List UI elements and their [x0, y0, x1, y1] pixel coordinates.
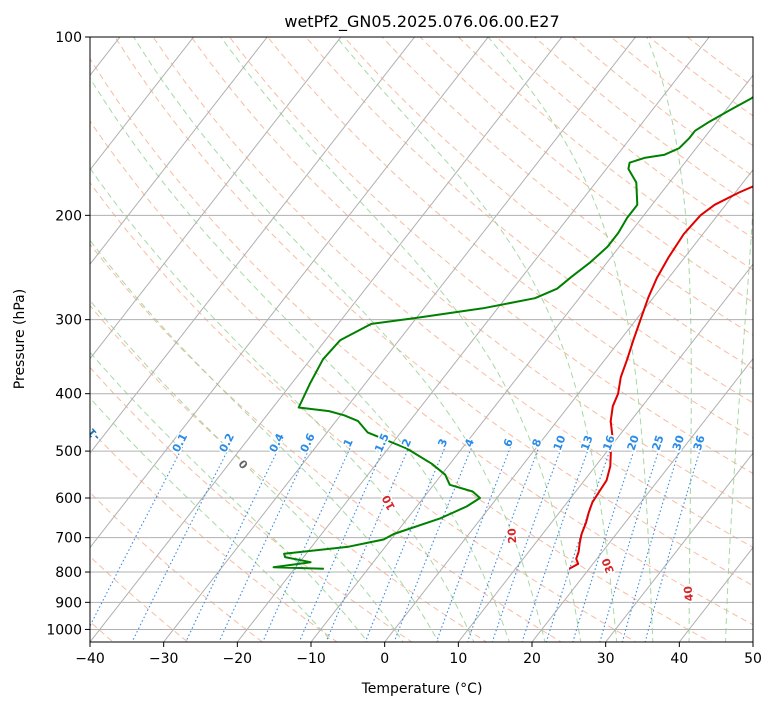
x-tick-label: 20 [523, 651, 541, 667]
y-axis-label: Pressure (hPa) [12, 289, 28, 389]
mixing-ratio-line [214, 441, 314, 654]
reference-line-labels: -100-90-80-70-60-50-40-30-20-10010203040… [0, 42, 708, 601]
moist-adiabat-label: 40 [681, 585, 696, 602]
sounding-traces [274, 37, 775, 569]
dry-adiabat-line [173, 10, 775, 654]
chart-title: wetPf2_GN05.2025.076.06.00.E27 [284, 12, 559, 32]
x-tick-label: −20 [223, 651, 253, 667]
dry-adiabat-line [98, 10, 775, 654]
plot-frame [90, 37, 753, 642]
y-tick-label: 900 [55, 595, 82, 611]
x-tick-label: −10 [296, 651, 326, 667]
y-tick-label: 200 [55, 208, 82, 224]
x-tick-label: 40 [670, 651, 688, 667]
moist-adiabats [0, 24, 759, 654]
moist-adiabat-line [59, 24, 514, 654]
y-tick-label: 300 [55, 313, 82, 329]
dry-adiabat-line [247, 10, 775, 654]
mixing-ratio-label: 16 [600, 433, 617, 452]
x-tick-label: 0 [380, 651, 389, 667]
pressure-grid [90, 215, 753, 629]
x-tick-label: −30 [149, 651, 179, 667]
x-tick-label: 10 [449, 651, 467, 667]
dry-adiabat-line [0, 10, 430, 654]
moist-adiabat-label: 20 [505, 527, 519, 543]
mixing-ratio-label: 8 [530, 437, 545, 449]
dry-adiabat-line [0, 10, 203, 654]
y-axis-ticks: 100 200 300 400 500 600 700 800 900 1000 [46, 30, 90, 638]
mixing-ratio-line [390, 441, 475, 654]
x-axis-label: Temperature (°C) [361, 681, 483, 697]
plot-area: -100-90-80-70-60-50-40-30-20-10010203040… [0, 10, 775, 654]
y-tick-label: 700 [55, 531, 82, 547]
y-tick-label: 500 [55, 444, 82, 460]
x-tick-label: −40 [75, 651, 105, 667]
isotherm-gridline [679, 10, 775, 642]
mixing-ratio-label: 13 [578, 434, 595, 453]
moist-adiabat-line [0, 24, 445, 654]
mixing-ratio-label: 25 [649, 434, 666, 453]
mixing-ratio-label: 20 [625, 433, 642, 452]
mixing-ratio-line [180, 441, 282, 654]
dry-adiabat-line [136, 10, 775, 654]
dry-adiabat-label: -20 [0, 381, 11, 405]
moist-adiabat-line [0, 24, 342, 654]
isotherm-gridline [0, 10, 215, 642]
isotherm-gridline [458, 10, 775, 642]
y-tick-label: 800 [55, 565, 82, 581]
x-axis-ticks: −40 −30 −20 −10 0 10 20 30 40 50 [75, 642, 762, 667]
mixing-ratio-label: 1 [341, 437, 356, 449]
dry-adiabat-line [617, 10, 775, 654]
moist-adiabat-line [126, 24, 548, 654]
mixing-ratio-label: 30 [670, 433, 687, 452]
isotherm-gridline [0, 10, 288, 642]
moist-adiabat-line [0, 24, 377, 654]
y-tick-label: 600 [55, 491, 82, 507]
y-tick-label: 400 [55, 387, 82, 403]
dewpoint-trace [274, 37, 775, 569]
dry-adiabat-line [0, 10, 354, 654]
moist-adiabat-label: 0 [236, 457, 251, 472]
moist-adiabat-line [477, 24, 654, 654]
isotherm-gridline [753, 10, 775, 642]
moist-adiabat-line [725, 24, 759, 654]
dry-adiabat-line [0, 10, 657, 654]
mixing-ratio-label: 10 [551, 433, 569, 452]
isotherm-gridline [164, 10, 657, 642]
mixing-ratio-line [488, 441, 564, 654]
moist-adiabat-line [326, 24, 618, 654]
dry-adiabats [0, 10, 775, 654]
mixing-ratio-label: 6 [501, 437, 516, 449]
moist-adiabat-line [212, 24, 583, 654]
mixing-ratio-label: 3 [435, 437, 450, 449]
mixing-ratio-line [361, 441, 448, 654]
isotherm-grid [0, 10, 775, 642]
x-tick-label: 30 [597, 651, 615, 667]
y-tick-label: 1000 [46, 622, 82, 638]
y-tick-label: 100 [55, 30, 82, 46]
x-tick-label: 50 [744, 651, 762, 667]
dry-adiabat-line [321, 10, 775, 654]
moist-adiabat-line [0, 24, 411, 654]
mixing-ratio-line [76, 441, 186, 654]
mixing-ratio-label: 36 [691, 433, 708, 452]
